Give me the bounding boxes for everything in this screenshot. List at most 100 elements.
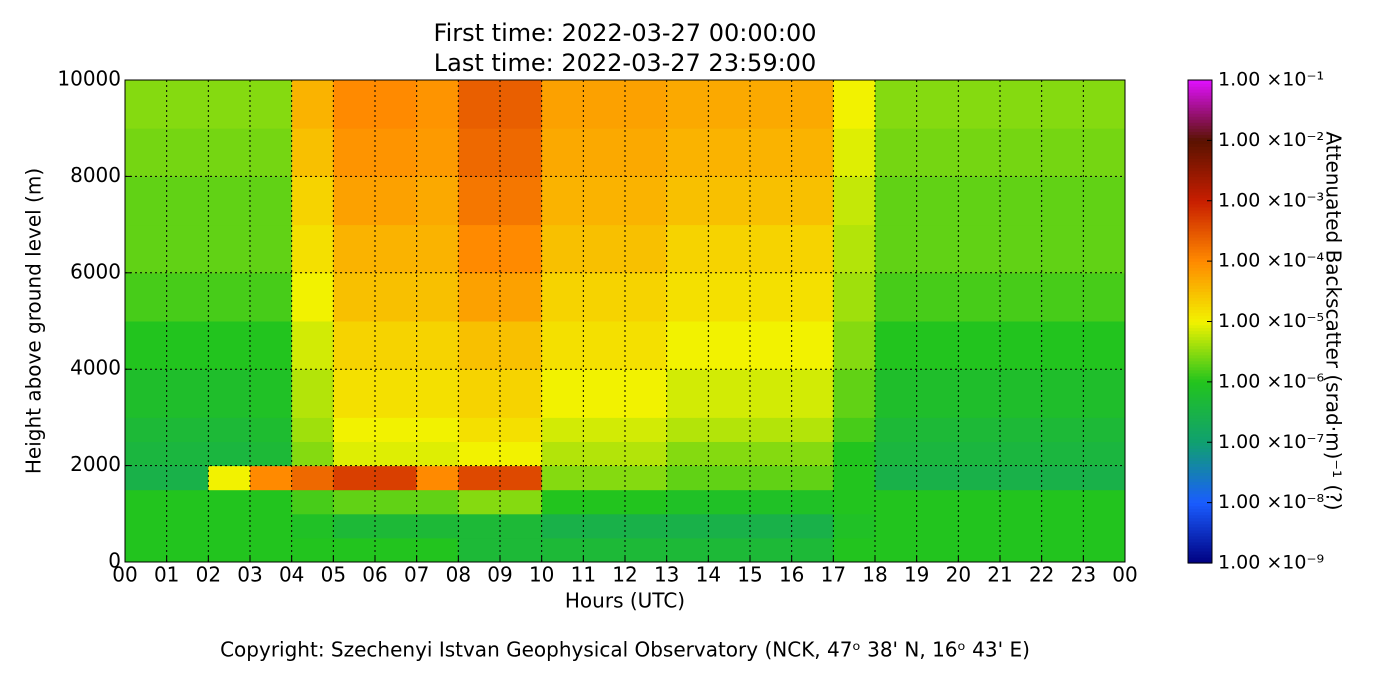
heatmap-cell	[416, 417, 459, 442]
heatmap-cell	[125, 489, 168, 515]
heatmap-cell	[833, 176, 876, 226]
heatmap-cell	[958, 417, 1001, 442]
colorbar-step	[1188, 436, 1212, 440]
heatmap-cell	[541, 537, 584, 563]
heatmap-cell	[500, 441, 543, 467]
heatmap-cell	[708, 321, 751, 370]
heatmap-cell	[375, 321, 418, 370]
heatmap-cell	[166, 513, 209, 539]
x-tick-label: 18	[862, 563, 887, 587]
heatmap-cell	[750, 224, 793, 274]
heatmap-cell	[1041, 128, 1084, 177]
heatmap-cell	[125, 513, 168, 539]
colorbar-step	[1188, 86, 1212, 90]
heatmap-cell	[208, 441, 251, 467]
heatmap-cell	[1041, 321, 1084, 370]
heatmap-cell	[1083, 272, 1126, 322]
heatmap-cell	[625, 465, 668, 491]
colorbar-step	[1188, 101, 1212, 105]
colorbar-step	[1188, 342, 1212, 347]
colorbar-step	[1188, 393, 1212, 398]
heatmap-cell	[250, 513, 293, 539]
colorbar-step	[1188, 249, 1212, 253]
colorbar-step	[1188, 333, 1212, 338]
heatmap-cell	[708, 513, 751, 539]
colorbar-step	[1188, 445, 1212, 449]
colorbar-step	[1188, 496, 1212, 501]
heatmap-cell	[416, 489, 459, 515]
heatmap-cell	[1000, 321, 1043, 370]
heatmap-cell	[416, 441, 459, 467]
footer: Copyright: Szechenyi Istvan Geophysical …	[220, 638, 1030, 662]
colorbar-step	[1188, 233, 1212, 238]
heatmap-cell	[1000, 369, 1043, 418]
heatmap-cell	[1083, 513, 1126, 539]
x-tick-label: 00	[112, 563, 137, 587]
colorbar-tick-label: 1.00 ×10⁻⁹	[1218, 552, 1324, 574]
colorbar-step	[1188, 490, 1212, 495]
colorbar-step	[1188, 167, 1212, 172]
colorbar-step	[1188, 360, 1212, 365]
colorbar-step	[1188, 433, 1212, 437]
colorbar-step	[1188, 188, 1212, 193]
colorbar-step	[1188, 197, 1212, 202]
heatmap-cell	[291, 441, 334, 467]
heatmap-cell	[750, 465, 793, 491]
heatmap-cell	[833, 513, 876, 539]
colorbar-step	[1188, 478, 1212, 483]
y-tick-label: 4000	[70, 356, 121, 380]
heatmap-cell	[750, 128, 793, 177]
heatmap-cell	[875, 128, 918, 177]
heatmap-cell	[1083, 80, 1126, 129]
heatmap-cell	[458, 465, 501, 491]
heatmap-cell	[708, 417, 751, 442]
colorbar-step	[1188, 466, 1212, 471]
heatmap-cell	[1000, 128, 1043, 177]
heatmap-cell	[791, 513, 834, 539]
x-tick-label: 10	[529, 563, 554, 587]
heatmap-cell	[333, 80, 376, 129]
heatmap-cell	[583, 513, 626, 539]
colorbar-step	[1188, 484, 1212, 489]
heatmap-cell	[291, 465, 334, 491]
heatmap-cell	[750, 417, 793, 442]
colorbar-step	[1188, 161, 1212, 166]
heatmap-cell	[625, 441, 668, 467]
heatmap-cell	[125, 176, 168, 226]
heatmap-cell	[791, 80, 834, 129]
heatmap-cell	[916, 537, 959, 563]
heatmap-cell	[583, 224, 626, 274]
heatmap-cell	[791, 465, 834, 491]
colorbar-step	[1188, 98, 1212, 102]
heatmap-cell	[291, 321, 334, 370]
colorbar-step	[1188, 303, 1212, 308]
heatmap-cell	[416, 369, 459, 418]
colorbar-step	[1188, 239, 1212, 244]
heatmap-cell	[250, 321, 293, 370]
colorbar-step	[1188, 502, 1212, 507]
heatmap-cell	[166, 465, 209, 491]
heatmap-cell	[208, 369, 251, 418]
colorbar-tick-label: 1.00 ×10⁻³	[1218, 189, 1324, 211]
heatmap-cell	[708, 489, 751, 515]
heatmap-cell	[916, 489, 959, 515]
colorbar-step	[1188, 125, 1212, 129]
heatmap-cell	[833, 489, 876, 515]
heatmap-cell	[875, 417, 918, 442]
colorbar-step	[1188, 418, 1212, 422]
y-axis-label: Height above ground level (m)	[22, 168, 46, 474]
y-tick-label: 8000	[70, 163, 121, 187]
x-tick-label: 14	[696, 563, 721, 587]
heatmap-cell	[750, 513, 793, 539]
colorbar-step	[1188, 89, 1212, 93]
heatmap-cell	[375, 441, 418, 467]
colorbar-step	[1188, 252, 1212, 256]
colorbar-step	[1188, 372, 1212, 377]
colorbar-step	[1188, 215, 1212, 220]
colorbar-step	[1188, 261, 1212, 265]
colorbar-step	[1188, 294, 1212, 298]
heatmap-cell	[208, 80, 251, 129]
heatmap-cell	[208, 417, 251, 442]
colorbar-step	[1188, 324, 1212, 329]
heatmap-cell	[1041, 80, 1084, 129]
